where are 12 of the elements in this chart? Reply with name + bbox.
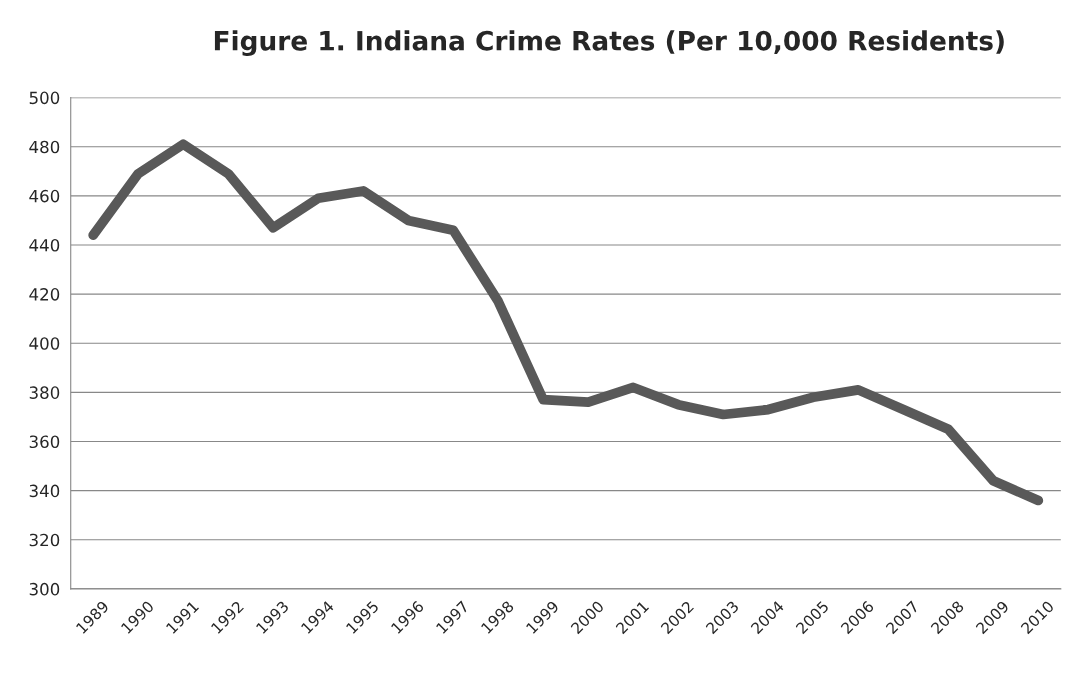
y-tick-label: 440 [29, 238, 60, 252]
y-tick-label: 500 [29, 91, 60, 105]
y-tick-label: 460 [29, 189, 60, 203]
chart-title: Figure 1. Indiana Crime Rates (Per 10,000 Residents) [214, 30, 1004, 57]
y-tick-label: 480 [29, 140, 60, 154]
y-tick-label: 300 [29, 582, 60, 596]
y-tick-label: 340 [29, 484, 60, 498]
y-tick-label: 380 [29, 386, 60, 399]
y-tick-label: 400 [29, 337, 60, 350]
y-tick-label: 360 [29, 435, 60, 449]
y-tick-label: 420 [29, 288, 60, 301]
y-tick-label: 320 [29, 533, 60, 547]
